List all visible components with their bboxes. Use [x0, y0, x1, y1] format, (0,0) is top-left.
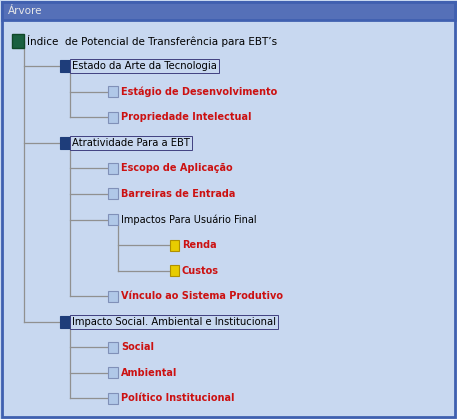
- Bar: [108, 291, 118, 302]
- Bar: [108, 341, 118, 353]
- Bar: [108, 86, 118, 97]
- Text: Renda: Renda: [182, 240, 217, 250]
- Text: Impacto Social. Ambiental e Institucional: Impacto Social. Ambiental e Instituciona…: [72, 317, 276, 327]
- Bar: [60, 137, 70, 149]
- Bar: [108, 214, 118, 225]
- Bar: [12, 34, 24, 48]
- Text: Barreiras de Entrada: Barreiras de Entrada: [121, 189, 235, 199]
- Bar: [108, 112, 118, 123]
- Text: Índice  de Potencial de Transferência para EBT’s: Índice de Potencial de Transferência par…: [27, 35, 277, 47]
- Text: Estado da Arte da Tecnologia: Estado da Arte da Tecnologia: [72, 61, 217, 71]
- Text: Árvore: Árvore: [8, 6, 43, 16]
- Text: Vínculo ao Sistema Produtivo: Vínculo ao Sistema Produtivo: [121, 291, 283, 301]
- Text: Social: Social: [121, 342, 154, 352]
- Bar: [108, 367, 118, 378]
- Bar: [170, 265, 179, 276]
- Bar: [108, 393, 118, 404]
- Bar: [2, 2, 455, 20]
- Bar: [108, 163, 118, 174]
- Text: Atratividade Para a EBT: Atratividade Para a EBT: [72, 138, 190, 148]
- Text: Propriedade Intelectual: Propriedade Intelectual: [121, 112, 251, 122]
- Bar: [60, 316, 70, 328]
- Text: Ambiental: Ambiental: [121, 368, 177, 378]
- Text: Escopo de Aplicação: Escopo de Aplicação: [121, 163, 233, 173]
- Bar: [170, 240, 179, 251]
- Text: Impactos Para Usuário Final: Impactos Para Usuário Final: [121, 214, 257, 225]
- Text: Custos: Custos: [182, 266, 219, 276]
- Bar: [60, 60, 70, 72]
- Text: Político Institucional: Político Institucional: [121, 393, 234, 403]
- Bar: [108, 189, 118, 199]
- Text: Estágio de Desenvolvimento: Estágio de Desenvolvimento: [121, 87, 277, 97]
